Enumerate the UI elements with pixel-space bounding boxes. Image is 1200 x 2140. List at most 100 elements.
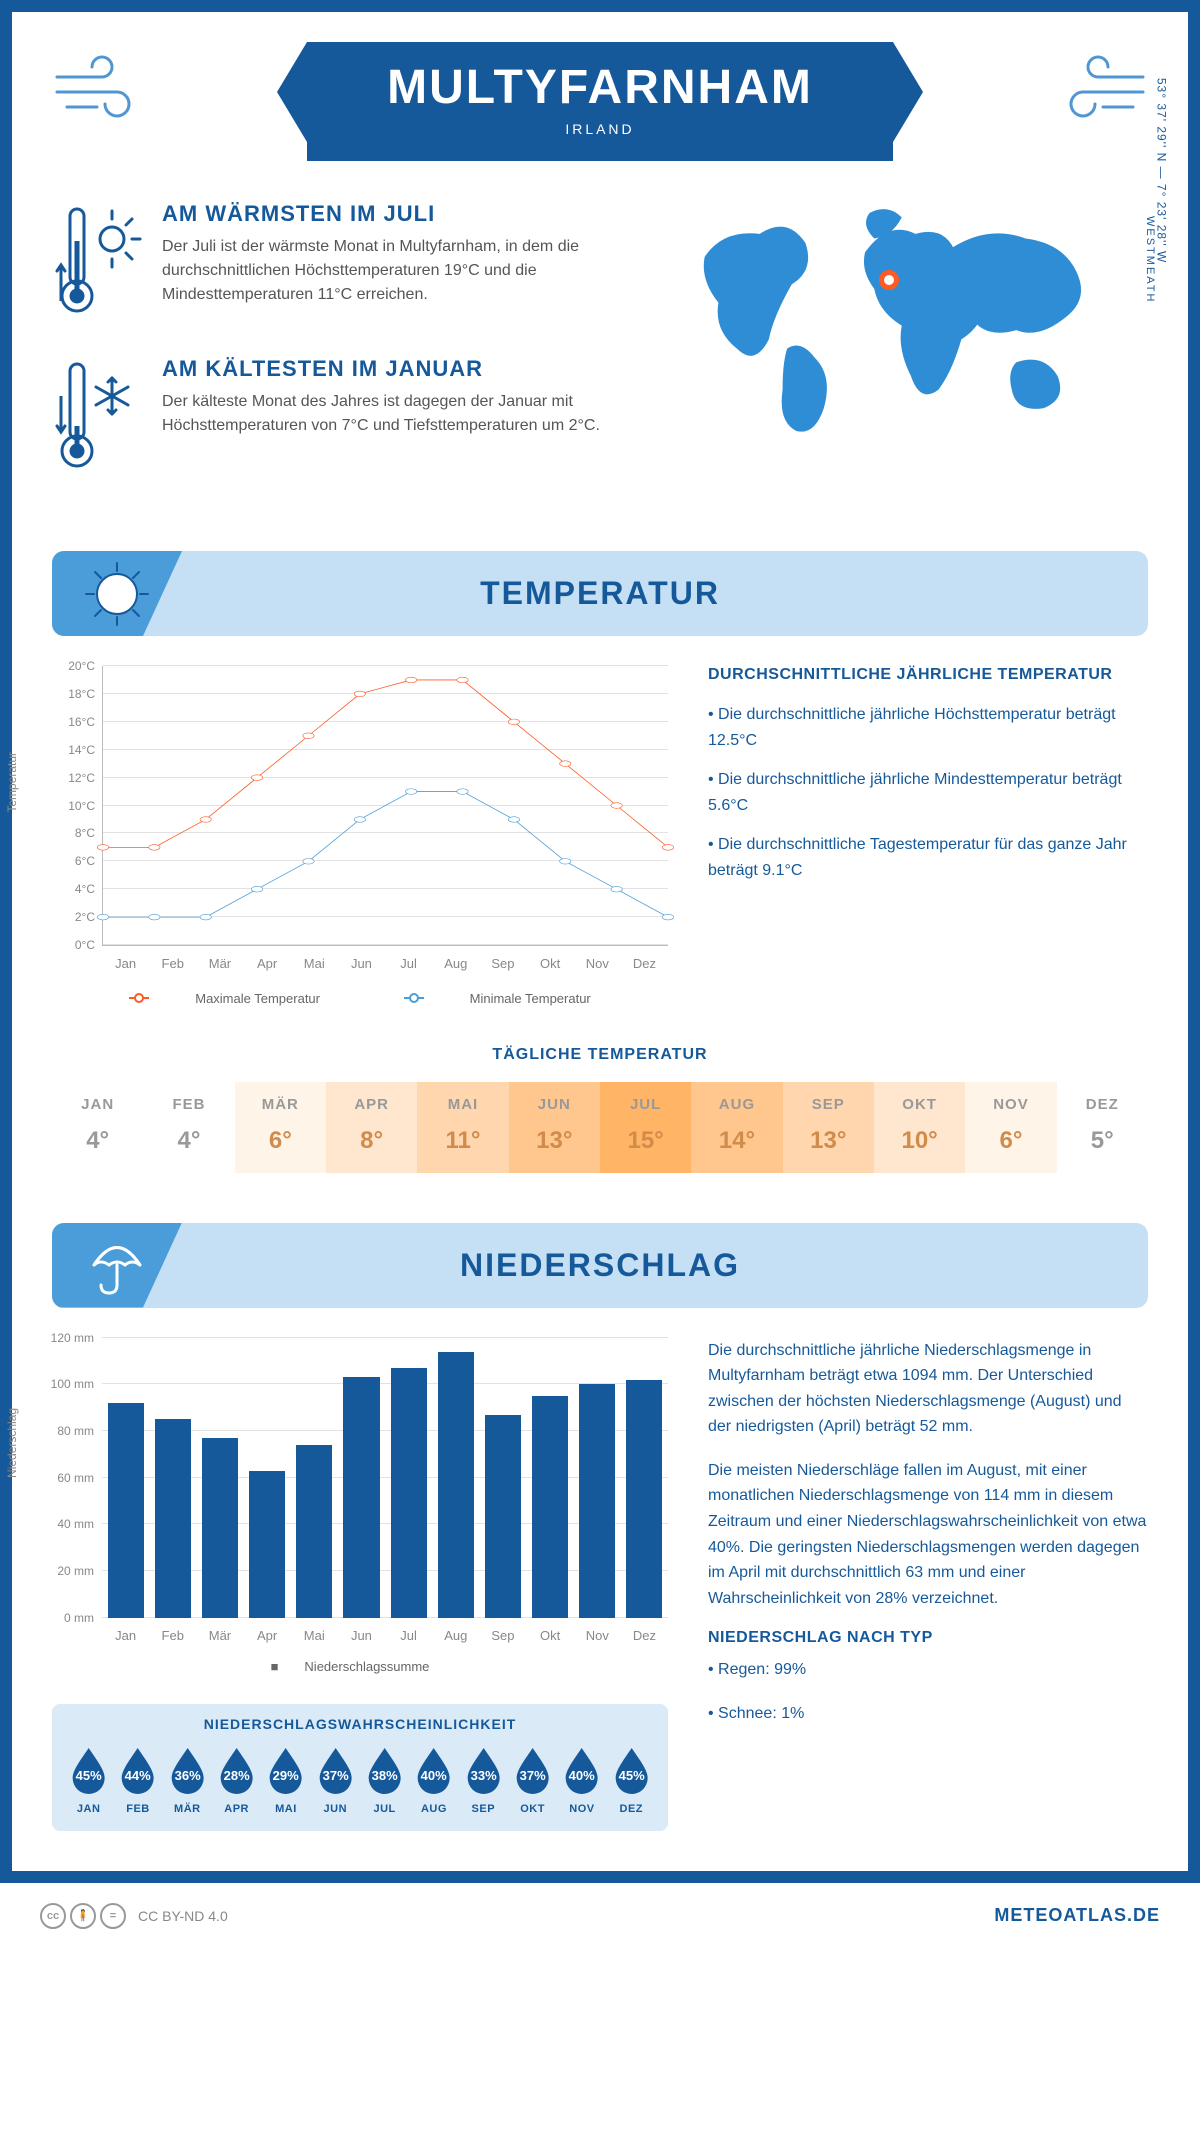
bar	[296, 1445, 332, 1618]
svg-text:44%: 44%	[125, 1768, 151, 1783]
svg-text:33%: 33%	[470, 1768, 496, 1783]
probability-drop: 28%APR	[214, 1744, 259, 1815]
daily-cell: MAI11°	[417, 1082, 508, 1173]
bar	[391, 1368, 427, 1618]
nd-icon: =	[100, 1903, 126, 1929]
temperature-line-chart: Temperatur 0°C2°C4°C6°C8°C10°C12°C14°C16…	[52, 666, 668, 1006]
svg-text:29%: 29%	[273, 1768, 299, 1783]
temp-yaxis-label: Temperatur	[5, 752, 19, 813]
precip-info: Die durchschnittliche jährliche Niedersc…	[708, 1338, 1148, 1831]
fact-coldest: AM KÄLTESTEN IM JANUAR Der kälteste Mona…	[52, 356, 638, 481]
svg-text:45%: 45%	[618, 1768, 644, 1783]
daily-cell: DEZ5°	[1057, 1082, 1148, 1173]
bar	[155, 1419, 191, 1617]
svg-text:40%: 40%	[421, 1768, 447, 1783]
daily-cell: JUN13°	[509, 1082, 600, 1173]
daily-cell: NOV6°	[965, 1082, 1056, 1173]
fact-warm-heading: AM WÄRMSTEN IM JULI	[162, 201, 638, 227]
umbrella-icon	[52, 1223, 182, 1308]
sun-icon	[52, 551, 182, 636]
fact-warmest: AM WÄRMSTEN IM JULI Der Juli ist der wär…	[52, 201, 638, 326]
by-icon: 🧍	[70, 1903, 96, 1929]
probability-drop: 45%JAN	[66, 1744, 111, 1815]
thermometer-sun-icon	[52, 201, 142, 326]
bar	[579, 1384, 615, 1617]
daily-cell: JUL15°	[600, 1082, 691, 1173]
probability-drop: 44%FEB	[115, 1744, 160, 1815]
footer: cc 🧍 = CC BY-ND 4.0 METEOATLAS.DE	[0, 1883, 1200, 1949]
precipitation-bar-chart: Niederschlag 0 mm20 mm40 mm60 mm80 mm100…	[52, 1338, 668, 1674]
daily-cell: SEP13°	[783, 1082, 874, 1173]
probability-drop: 29%MAI	[263, 1744, 308, 1815]
precip-para-1: Die durchschnittliche jährliche Niedersc…	[708, 1338, 1148, 1440]
svg-text:36%: 36%	[174, 1768, 200, 1783]
header: MULTYFARNHAM IRLAND	[52, 42, 1148, 161]
precip-para-2: Die meisten Niederschläge fallen im Augu…	[708, 1458, 1148, 1612]
fact-warm-text: Der Juli ist der wärmste Monat in Multyf…	[162, 235, 638, 307]
precip-type-2: • Schnee: 1%	[708, 1701, 1148, 1727]
temperature-banner: TEMPERATUR	[52, 551, 1148, 636]
daily-cell: FEB4°	[143, 1082, 234, 1173]
temperature-heading: TEMPERATUR	[82, 575, 1118, 612]
daily-temp-row: JAN4°FEB4°MÄR6°APR8°MAI11°JUN13°JUL15°AU…	[52, 1082, 1148, 1173]
wind-icon-left	[52, 52, 162, 127]
bar	[485, 1415, 521, 1618]
brand-label: METEOATLAS.DE	[994, 1905, 1160, 1926]
world-map	[668, 201, 1148, 446]
coords-label: 53° 37' 29'' N — 7° 23' 28'' W	[1154, 78, 1168, 263]
annual-bullet-3: • Die durchschnittliche Tagestemperatur …	[708, 832, 1148, 883]
annual-bullet-2: • Die durchschnittliche jährliche Mindes…	[708, 767, 1148, 818]
probability-drop: 33%SEP	[461, 1744, 506, 1815]
probability-drop: 37%OKT	[510, 1744, 555, 1815]
probability-drop: 40%AUG	[411, 1744, 456, 1815]
bar	[343, 1377, 379, 1617]
svg-text:38%: 38%	[372, 1768, 398, 1783]
overview-section: AM WÄRMSTEN IM JULI Der Juli ist der wär…	[52, 201, 1148, 511]
probability-drop: 45%DEZ	[609, 1744, 654, 1815]
precip-legend-label: Niederschlagssumme	[304, 1659, 429, 1674]
prob-heading: NIEDERSCHLAGSWAHRSCHEINLICHKEIT	[66, 1716, 654, 1732]
bar	[249, 1471, 285, 1618]
thermometer-snow-icon	[52, 356, 142, 481]
probability-drop: 36%MÄR	[165, 1744, 210, 1815]
cc-icons: cc 🧍 =	[40, 1903, 126, 1929]
probability-drop: 40%NOV	[559, 1744, 604, 1815]
daily-cell: JAN4°	[52, 1082, 143, 1173]
precipitation-heading: NIEDERSCHLAG	[82, 1247, 1118, 1284]
daily-cell: AUG14°	[691, 1082, 782, 1173]
fact-cold-heading: AM KÄLTESTEN IM JANUAR	[162, 356, 638, 382]
precip-legend: ■ Niederschlagssumme	[52, 1659, 668, 1674]
annual-heading: DURCHSCHNITTLICHE JÄHRLICHE TEMPERATUR	[708, 666, 1148, 684]
precip-type-1: • Regen: 99%	[708, 1657, 1148, 1683]
daily-cell: MÄR6°	[235, 1082, 326, 1173]
license-label: CC BY-ND 4.0	[138, 1908, 228, 1924]
country-subtitle: IRLAND	[387, 121, 813, 137]
legend-max-label: Maximale Temperatur	[195, 991, 320, 1006]
bar	[626, 1380, 662, 1618]
svg-text:28%: 28%	[224, 1768, 250, 1783]
daily-temp-heading: TÄGLICHE TEMPERATUR	[52, 1046, 1148, 1064]
location-marker	[879, 270, 899, 290]
svg-text:45%: 45%	[76, 1768, 102, 1783]
svg-text:37%: 37%	[322, 1768, 348, 1783]
legend-min-label: Minimale Temperatur	[470, 991, 591, 1006]
precip-yaxis-label: Niederschlag	[5, 1407, 19, 1477]
bar	[108, 1403, 144, 1618]
svg-text:40%: 40%	[569, 1768, 595, 1783]
probability-drop: 37%JUN	[313, 1744, 358, 1815]
cc-icon: cc	[40, 1903, 66, 1929]
precip-probability-box: NIEDERSCHLAGSWAHRSCHEINLICHKEIT 45%JAN44…	[52, 1704, 668, 1831]
bar	[202, 1438, 238, 1618]
bar	[532, 1396, 568, 1618]
wind-icon-right	[1038, 52, 1148, 127]
probability-drop: 38%JUL	[362, 1744, 407, 1815]
location-title: MULTYFARNHAM	[387, 60, 813, 115]
daily-cell: APR8°	[326, 1082, 417, 1173]
svg-text:37%: 37%	[520, 1768, 546, 1783]
annual-temp-info: DURCHSCHNITTLICHE JÄHRLICHE TEMPERATUR •…	[708, 666, 1148, 1006]
precip-type-heading: NIEDERSCHLAG NACH TYP	[708, 1629, 1148, 1647]
precipitation-banner: NIEDERSCHLAG	[52, 1223, 1148, 1308]
bar	[438, 1352, 474, 1618]
fact-cold-text: Der kälteste Monat des Jahres ist dagege…	[162, 390, 638, 438]
infographic-frame: MULTYFARNHAM IRLAND AM WÄRMSTEN IM JULI …	[0, 0, 1200, 1883]
